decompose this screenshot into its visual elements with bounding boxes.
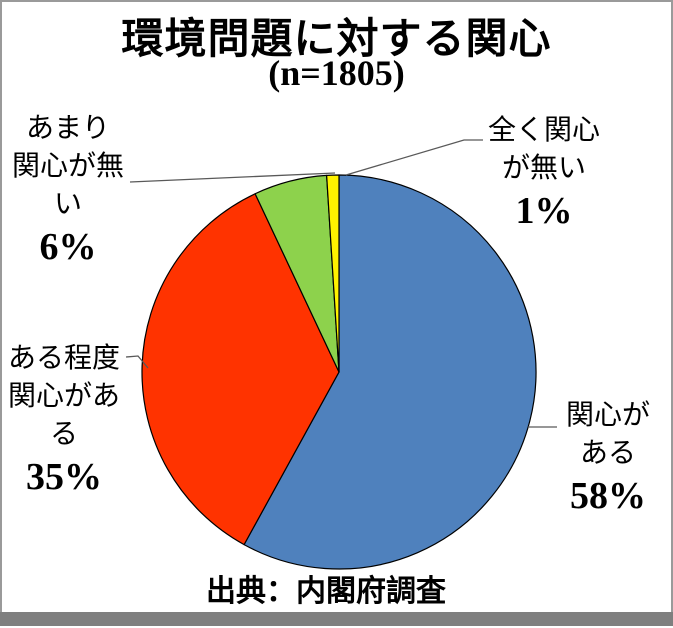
chart-title: 環境問題に対する関心	[121, 17, 552, 63]
label-percent: 1%	[515, 190, 573, 232]
pie-slice-1	[141, 193, 340, 546]
label-percent: 6%	[39, 226, 97, 268]
pie-slices-group	[141, 174, 537, 570]
label-aruteido-kanshin: ある程度 関心があ る 35%	[0, 340, 128, 500]
label-text-line: ある	[579, 438, 636, 469]
label-text-line: 関心が	[565, 400, 650, 431]
leader-line-aruteido-kanshin	[125, 355, 149, 369]
label-text-line: が無い	[501, 153, 586, 184]
label-text-line: ある程度	[7, 343, 120, 374]
source-caption: 出典：内閣府調査	[206, 575, 446, 608]
pie-slice-0	[243, 174, 537, 570]
leader-line-amari-kanshin	[129, 172, 336, 183]
label-text-line: い	[53, 189, 82, 220]
label-text-line: あまり	[25, 113, 110, 144]
label-mattaku-kanshin: 全く関心 が無い 1%	[476, 112, 612, 234]
chart-subtitle-sample-size: (n=1805)	[268, 53, 405, 93]
label-text-line: 関心が無	[11, 151, 124, 182]
pie-slice-3	[326, 174, 340, 373]
label-text-line: 全く関心	[487, 115, 600, 146]
label-text-line: 関心があ	[7, 381, 120, 412]
label-percent: 58%	[570, 475, 646, 517]
leader-line-mattaku-kanshin	[345, 139, 483, 176]
label-percent: 35%	[26, 456, 102, 498]
label-amari-kanshin: あまり 関心が無 い 6%	[2, 110, 134, 270]
label-kanshin-ga-aru: 関心が ある 58%	[548, 397, 668, 519]
bottom-gray-bar	[0, 612, 673, 626]
label-text-line: る	[49, 419, 78, 450]
